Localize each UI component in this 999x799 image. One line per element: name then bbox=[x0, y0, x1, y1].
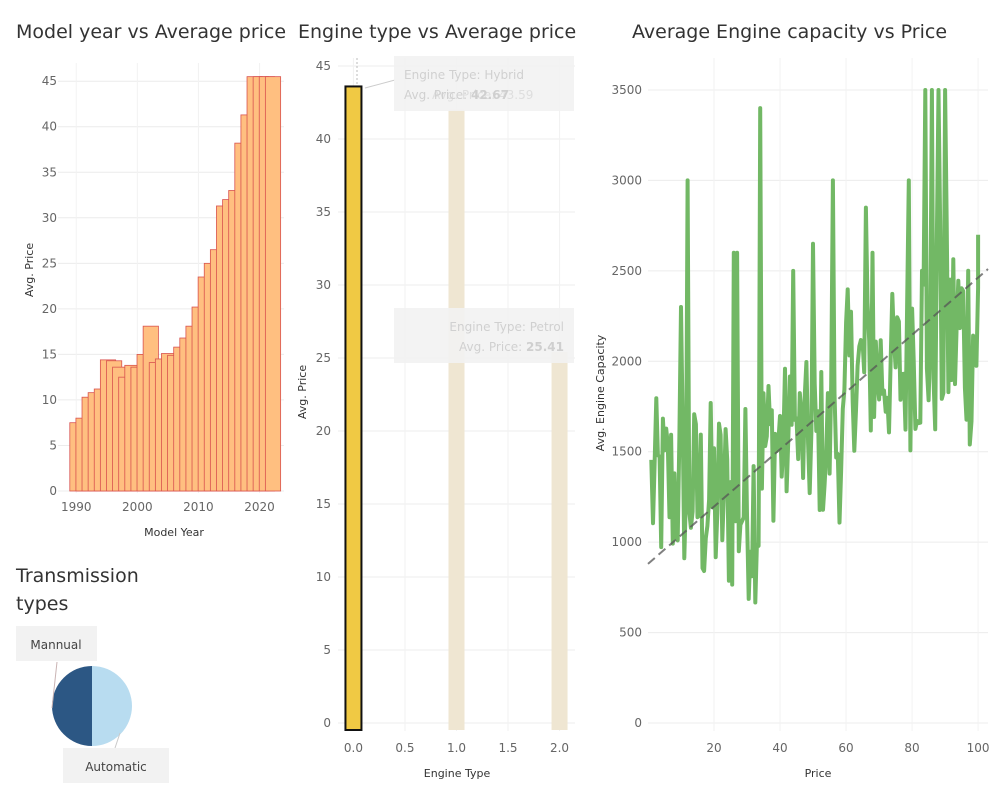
hybrid-tooltip-overlay: Avg. Price: 43.59 bbox=[432, 88, 533, 102]
engine-type-xtick: 2.0 bbox=[550, 741, 569, 755]
model-year-xtick: 2010 bbox=[183, 500, 214, 514]
engine-type-xtick: 1.0 bbox=[447, 741, 466, 755]
hybrid-tooltip-line2: Avg. Price: 42.67 bbox=[404, 88, 509, 102]
mannual-leader bbox=[51, 661, 58, 709]
engine-type-ytick: 25 bbox=[316, 351, 331, 365]
petrol-tooltip-label: Avg. Price: bbox=[459, 340, 526, 354]
engine-type-xlabel: Engine Type bbox=[424, 767, 491, 780]
engine-capacity-ytick: 2000 bbox=[611, 354, 642, 368]
model-year-ylabel: Avg. Price bbox=[23, 243, 36, 297]
engine-capacity-ytick: 3000 bbox=[611, 173, 642, 187]
engine-capacity-xtick: 100 bbox=[967, 741, 990, 755]
hybrid-tooltip-label: Avg. Price: bbox=[404, 88, 471, 102]
engine-type-xtick: 0.0 bbox=[344, 741, 363, 755]
hybrid-tooltip-line1: Engine Type: Hybrid bbox=[404, 68, 524, 82]
model-year-ytick: 35 bbox=[42, 165, 57, 179]
mannual-label-box: Mannual bbox=[16, 626, 97, 661]
model-year-xtick: 1990 bbox=[61, 500, 92, 514]
petrol-tooltip: Engine Type: Petrol Avg. Price: 25.41 bbox=[394, 308, 574, 363]
tooltip-pointer bbox=[364, 79, 396, 89]
engine-capacity-ytick: 1000 bbox=[611, 535, 642, 549]
model-year-xtick: 2020 bbox=[244, 500, 275, 514]
engine-capacity-xtick: 60 bbox=[838, 741, 853, 755]
automatic-label-box: Automatic bbox=[63, 748, 169, 783]
hybrid-tooltip-value: 42.67 bbox=[471, 88, 509, 102]
engine-type-ytick: 10 bbox=[316, 570, 331, 584]
model-year-chart: 0 5 10 15 20 25 30 35 40 45 1990 2000 2010 2020 Mode… bbox=[23, 63, 284, 539]
engine-type-ytick: 15 bbox=[316, 497, 331, 511]
engine-type-ytick: 35 bbox=[316, 205, 331, 219]
engine-capacity-ytick: 500 bbox=[619, 626, 642, 640]
model-year-xtick: 2000 bbox=[122, 500, 153, 514]
engine-capacity-title: Average Engine capacity vs Price bbox=[632, 21, 948, 43]
automatic-leader bbox=[114, 732, 121, 749]
engine-type-xtick: 0.5 bbox=[395, 741, 414, 755]
engine-type-bar[interactable] bbox=[551, 352, 568, 730]
engine-type-ytick: 40 bbox=[316, 132, 331, 146]
model-year-xlabel: Model Year bbox=[144, 526, 204, 539]
pie-slice-automatic[interactable] bbox=[92, 666, 132, 746]
transmission-pie: Mannual Automatic bbox=[16, 626, 169, 783]
engine-capacity-xtick: 20 bbox=[706, 741, 721, 755]
model-year-title: Model year vs Average price bbox=[16, 21, 287, 43]
model-year-ytick: 10 bbox=[42, 393, 57, 407]
petrol-tooltip-line1: Engine Type: Petrol bbox=[449, 320, 564, 334]
engine-type-chart: 0 5 10 15 20 25 30 35 40 45 0.0 0.5 1.0 1.5 2.0 Engin… bbox=[296, 56, 575, 780]
engine-type-ytick: 20 bbox=[316, 424, 331, 438]
model-year-bar[interactable] bbox=[264, 76, 282, 492]
engine-type-title: Engine type vs Average price bbox=[298, 21, 577, 43]
engine-type-ytick: 5 bbox=[323, 643, 331, 657]
model-year-ytick: 25 bbox=[42, 256, 57, 270]
model-year-ytick: 15 bbox=[42, 347, 57, 361]
engine-capacity-xtick: 80 bbox=[904, 741, 919, 755]
engine-type-ytick: 45 bbox=[316, 59, 331, 73]
engine-type-ylabel: Avg. Price bbox=[296, 365, 309, 419]
transmission-title: Transmission types bbox=[16, 565, 139, 615]
model-year-ytick: 30 bbox=[42, 211, 57, 225]
model-year-ytick: 40 bbox=[42, 120, 57, 134]
automatic-label: Automatic bbox=[85, 760, 147, 774]
model-year-ytick: 20 bbox=[42, 302, 57, 316]
model-year-ytick: 0 bbox=[49, 484, 57, 498]
engine-capacity-xlabel: Price bbox=[805, 767, 832, 780]
engine-type-ytick: 0 bbox=[323, 716, 331, 730]
hybrid-tooltip: Engine Type: Hybrid Avg. Price: 42.67 Av… bbox=[394, 56, 574, 111]
model-year-ytick: 5 bbox=[49, 438, 57, 452]
engine-capacity-xtick: 40 bbox=[772, 741, 787, 755]
engine-capacity-line bbox=[649, 88, 981, 605]
model-year-ytick: 45 bbox=[42, 74, 57, 88]
engine-capacity-ytick: 1500 bbox=[611, 445, 642, 459]
engine-type-bar[interactable] bbox=[448, 109, 465, 731]
engine-type-xtick: 1.5 bbox=[498, 741, 517, 755]
engine-type-ytick: 30 bbox=[316, 278, 331, 292]
engine-capacity-ytick: 3500 bbox=[611, 83, 642, 97]
trend-line bbox=[647, 268, 989, 565]
engine-capacity-ytick: 0 bbox=[634, 716, 642, 730]
petrol-tooltip-line2: Avg. Price: 25.41 bbox=[459, 340, 564, 354]
petrol-tooltip-value: 25.41 bbox=[526, 340, 564, 354]
engine-capacity-ytick: 2500 bbox=[611, 264, 642, 278]
engine-capacity-ylabel: Avg. Engine Capacity bbox=[594, 334, 607, 451]
pie-slice-mannual[interactable] bbox=[52, 666, 92, 746]
engine-type-bar[interactable] bbox=[344, 85, 363, 731]
mannual-label: Mannual bbox=[30, 638, 81, 652]
